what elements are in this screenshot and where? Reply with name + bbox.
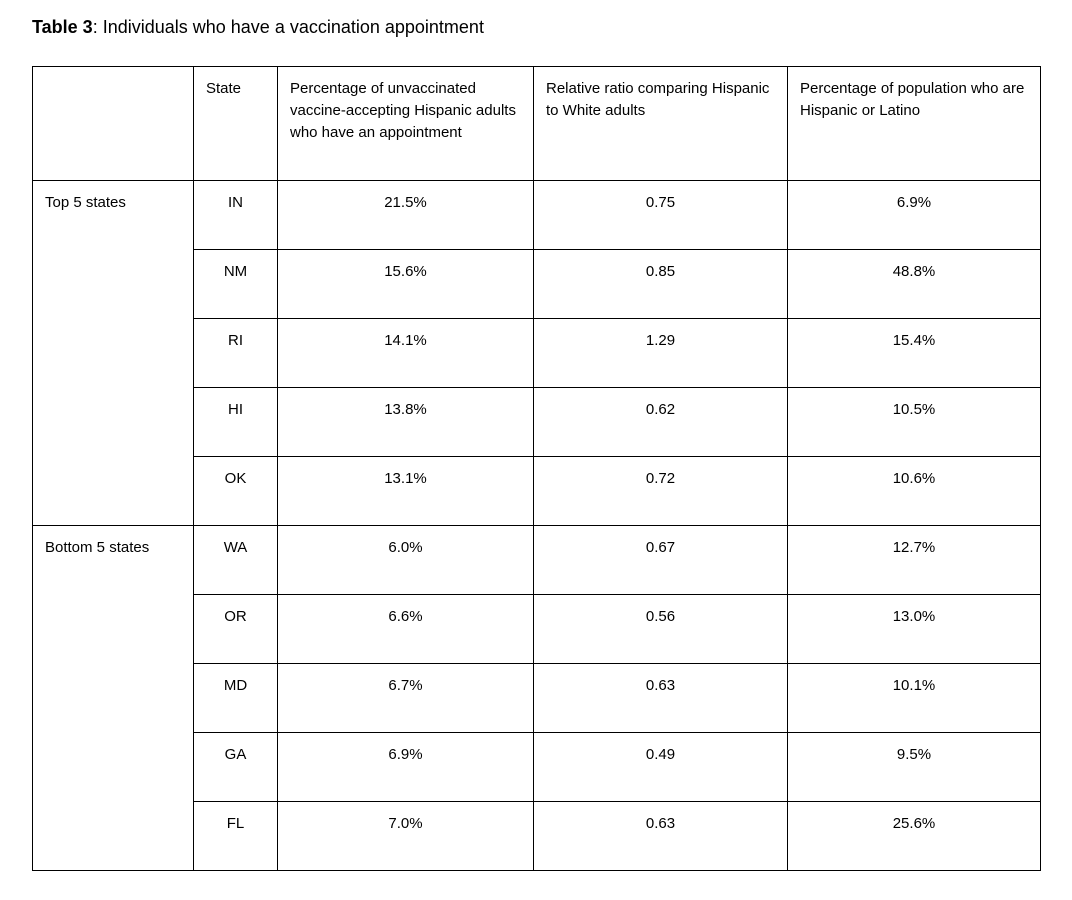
state-cell: NM xyxy=(193,249,278,319)
state-cell: IN xyxy=(193,180,278,250)
table-row-ga: GA 6.9% 0.49 9.5% xyxy=(33,732,1041,802)
state-cell: WA xyxy=(193,525,278,595)
table-caption-text: : Individuals who have a vaccination app… xyxy=(92,17,484,37)
pct-appointment-cell: 6.6% xyxy=(277,594,534,664)
table-caption-label: Table 3 xyxy=(32,17,93,37)
table-row-in: Top 5 states IN 21.5% 0.75 6.9% xyxy=(32,180,1041,526)
state-cell: RI xyxy=(193,318,278,388)
pct-appointment-cell: 6.0% xyxy=(277,525,534,595)
state-cell: FL xyxy=(193,801,278,871)
relative-ratio-cell: 0.85 xyxy=(533,249,788,319)
group-label-bottom5: Bottom 5 states xyxy=(32,525,194,871)
relative-ratio-cell: 0.75 xyxy=(533,180,788,250)
header-empty-cell xyxy=(32,66,194,181)
table-row-wa: Bottom 5 states WA 6.0% 0.67 12.7% xyxy=(32,525,1041,871)
table-row-hi: HI 13.8% 0.62 10.5% xyxy=(33,387,1041,457)
pct-population-cell: 10.1% xyxy=(787,663,1041,733)
relative-ratio-cell: 0.63 xyxy=(533,801,788,871)
state-cell: OK xyxy=(193,456,278,526)
header-relative-ratio: Relative ratio comparing Hispanic to Whi… xyxy=(533,66,788,181)
pct-population-cell: 25.6% xyxy=(787,801,1041,871)
relative-ratio-cell: 0.49 xyxy=(533,732,788,802)
table-caption: Table 3: Individuals who have a vaccinat… xyxy=(32,16,1040,38)
table-row-fl: FL 7.0% 0.63 25.6% xyxy=(33,801,1041,871)
pct-appointment-cell: 15.6% xyxy=(277,249,534,319)
table-row-ri: RI 14.1% 1.29 15.4% xyxy=(33,318,1041,388)
header-state: State xyxy=(193,66,278,181)
pct-appointment-cell: 7.0% xyxy=(277,801,534,871)
pct-appointment-cell: 6.7% xyxy=(277,663,534,733)
group-label-top5: Top 5 states xyxy=(32,180,194,526)
table-row-or: OR 6.6% 0.56 13.0% xyxy=(33,594,1041,664)
pct-population-cell: 13.0% xyxy=(787,594,1041,664)
table-row-nm: NM 15.6% 0.85 48.8% xyxy=(33,249,1041,319)
table-row-md: MD 6.7% 0.63 10.1% xyxy=(33,663,1041,733)
relative-ratio-cell: 0.62 xyxy=(533,387,788,457)
table-header-row: State Percentage of unvaccinated vaccine… xyxy=(32,66,1041,181)
relative-ratio-cell: 0.63 xyxy=(533,663,788,733)
state-cell: GA xyxy=(193,732,278,802)
relative-ratio-cell: 0.72 xyxy=(533,456,788,526)
state-cell: HI xyxy=(193,387,278,457)
state-cell: OR xyxy=(193,594,278,664)
table-row-ok: OK 13.1% 0.72 10.6% xyxy=(33,456,1041,526)
header-pct-appointment: Percentage of unvaccinated vaccine-accep… xyxy=(277,66,534,181)
state-cell: MD xyxy=(193,663,278,733)
header-pct-population: Percentage of population who are Hispani… xyxy=(787,66,1041,181)
pct-population-cell: 6.9% xyxy=(787,180,1041,250)
pct-population-cell: 12.7% xyxy=(787,525,1041,595)
pct-population-cell: 10.6% xyxy=(787,456,1041,526)
pct-appointment-cell: 13.1% xyxy=(277,456,534,526)
relative-ratio-cell: 0.56 xyxy=(533,594,788,664)
pct-appointment-cell: 13.8% xyxy=(277,387,534,457)
relative-ratio-cell: 1.29 xyxy=(533,318,788,388)
pct-population-cell: 48.8% xyxy=(787,249,1041,319)
pct-population-cell: 9.5% xyxy=(787,732,1041,802)
pct-appointment-cell: 14.1% xyxy=(277,318,534,388)
vaccination-appointment-table: State Percentage of unvaccinated vaccine… xyxy=(32,66,1041,871)
pct-population-cell: 15.4% xyxy=(787,318,1041,388)
pct-appointment-cell: 6.9% xyxy=(277,732,534,802)
pct-population-cell: 10.5% xyxy=(787,387,1041,457)
pct-appointment-cell: 21.5% xyxy=(277,180,534,250)
relative-ratio-cell: 0.67 xyxy=(533,525,788,595)
